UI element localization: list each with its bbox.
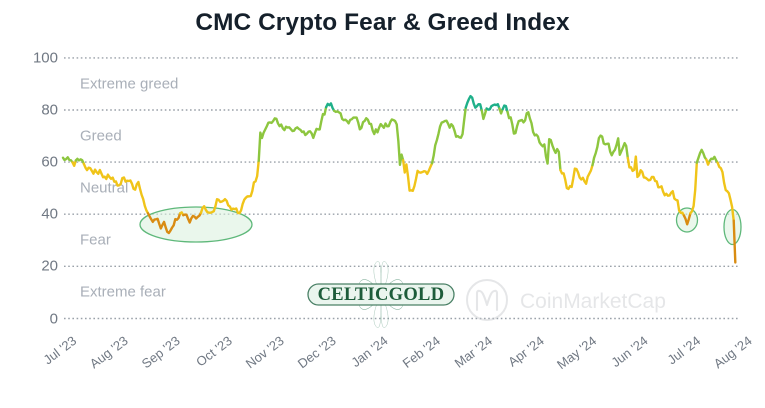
svg-text:CoinMarketCap: CoinMarketCap [520, 290, 666, 313]
